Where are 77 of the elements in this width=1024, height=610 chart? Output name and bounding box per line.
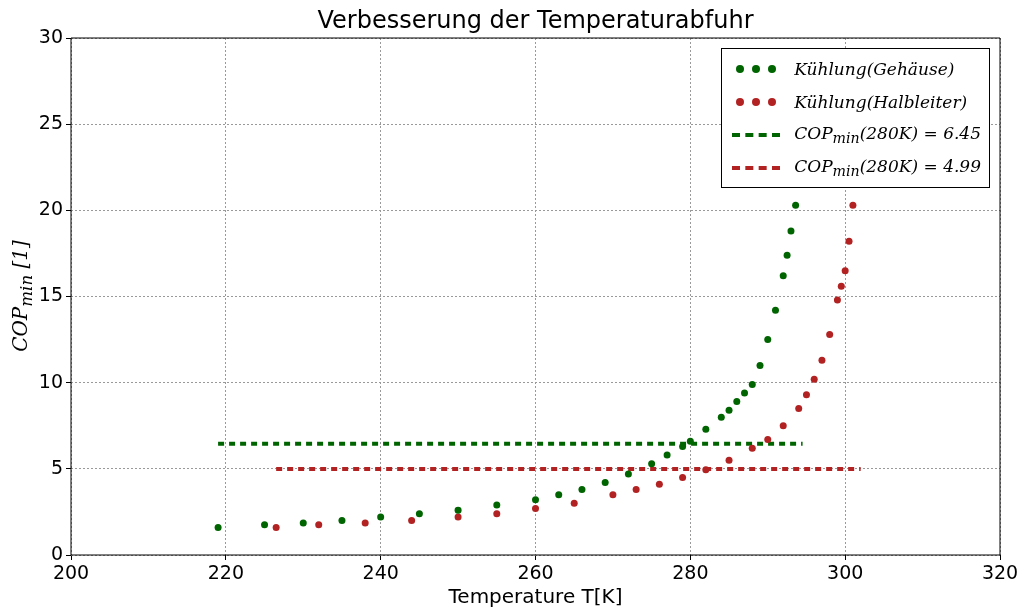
- point: [408, 517, 416, 525]
- point: [377, 513, 385, 521]
- point: [361, 519, 369, 527]
- point: [454, 506, 462, 514]
- point: [725, 456, 733, 464]
- y-tick-label: 15: [38, 283, 63, 306]
- point: [837, 282, 845, 290]
- point: [833, 296, 841, 304]
- point: [624, 470, 632, 478]
- x-tick-label: 280: [672, 561, 709, 584]
- point: [733, 398, 741, 406]
- point: [826, 330, 834, 338]
- point: [818, 356, 826, 364]
- y-tick-label: 10: [38, 369, 63, 392]
- point: [578, 486, 586, 494]
- point: [299, 519, 307, 527]
- point: [493, 510, 501, 518]
- point: [609, 491, 617, 499]
- point: [748, 380, 756, 388]
- point: [454, 513, 462, 521]
- x-tick-label: 220: [207, 561, 244, 584]
- point: [532, 504, 539, 512]
- point: [810, 375, 818, 383]
- point: [841, 267, 849, 275]
- point: [555, 491, 563, 499]
- point: [764, 336, 772, 344]
- point: [686, 437, 694, 445]
- point: [632, 486, 640, 494]
- point: [272, 523, 280, 531]
- point: [532, 496, 539, 504]
- point: [787, 227, 795, 235]
- x-axis-title: Temperature T[K]: [447, 584, 623, 609]
- point: [338, 517, 346, 525]
- point: [795, 405, 803, 413]
- point: [849, 201, 857, 209]
- y-tick-label: 20: [38, 197, 63, 220]
- point: [783, 251, 791, 259]
- point: [771, 306, 779, 314]
- point: [601, 479, 609, 487]
- chart-title: Verbesserung der Temperaturabfuhr: [316, 6, 755, 34]
- x-tick-label: 260: [517, 561, 554, 584]
- legend-label: COP$_{min}$(280K) = 6.45: [794, 122, 981, 147]
- point: [663, 451, 671, 459]
- point: [415, 510, 423, 518]
- point: [702, 466, 710, 474]
- point: [261, 521, 269, 529]
- point: [756, 361, 764, 369]
- legend-label: Kühlung(Halbleiter): [794, 91, 968, 112]
- x-tick-label: 240: [362, 561, 399, 584]
- y-tick-label: 25: [38, 111, 63, 134]
- point: [725, 406, 733, 414]
- point: [570, 499, 578, 507]
- legend-label: Kühlung(Gehäuse): [794, 58, 955, 79]
- legend-label: COP$_{min}$(280K) = 4.99: [794, 155, 981, 180]
- point: [779, 272, 787, 280]
- y-tick-label: 30: [38, 24, 63, 47]
- y-tick-label: 5: [50, 455, 63, 478]
- y-tick-label: 0: [50, 541, 63, 564]
- point: [792, 201, 800, 209]
- point: [493, 501, 501, 509]
- point: [764, 436, 772, 444]
- point: [741, 389, 749, 397]
- point: [679, 442, 687, 450]
- point: [315, 521, 323, 529]
- point: [748, 444, 756, 452]
- x-tick-label: 300: [827, 561, 864, 584]
- point: [779, 422, 787, 430]
- point: [802, 391, 810, 399]
- point: [679, 473, 687, 481]
- point: [717, 413, 725, 421]
- x-tick-label: 320: [981, 561, 1019, 584]
- point: [655, 480, 663, 488]
- point: [845, 237, 853, 245]
- x-tick-label: 200: [52, 561, 90, 584]
- point: [648, 460, 656, 468]
- point: [214, 523, 222, 531]
- point: [702, 425, 710, 433]
